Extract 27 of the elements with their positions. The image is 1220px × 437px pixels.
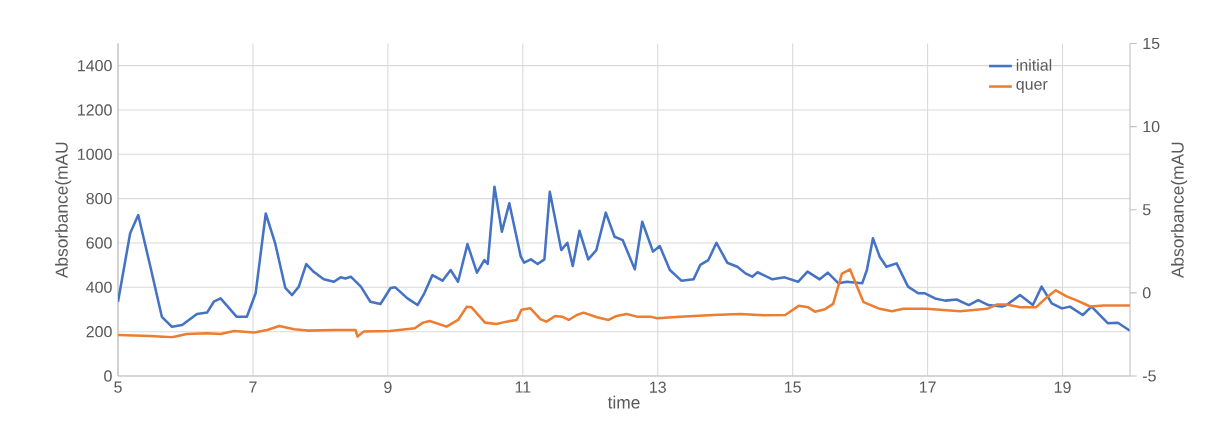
y-tick-label: 800 (86, 192, 112, 205)
x-tick-label: 9 (384, 381, 392, 393)
y-tick-label: 1400 (78, 59, 112, 72)
y-tick-label: 600 (86, 237, 112, 249)
y2-tick-label: 10 (1143, 120, 1160, 133)
x-tick-label: 5 (114, 381, 122, 393)
x-tick-label: 7 (249, 381, 257, 393)
x-tick-label: 13 (650, 381, 666, 393)
y-tick-label: 400 (86, 281, 112, 293)
legend-label: initial (1016, 59, 1052, 71)
y2-tick-label: 15 (1143, 37, 1160, 50)
y-axis-title: Absorbance(mAU (55, 142, 72, 279)
x-axis-title: time (607, 395, 640, 409)
line-series (118, 185, 1131, 333)
y2-axis-title: Absorbance(mAU (1171, 142, 1188, 279)
y2-tick-label: -5 (1142, 370, 1156, 382)
x-tick-label: 15 (784, 381, 801, 393)
x-tick-label: 17 (919, 381, 936, 393)
legend-label: quer (1016, 81, 1048, 93)
y-tick-label: 0 (104, 370, 112, 382)
y2-tick-label: 0 (1142, 287, 1151, 299)
y-tick-label: 200 (86, 326, 112, 338)
x-tick-label: 19 (1054, 381, 1071, 393)
y-tick-label: 1000 (78, 148, 112, 160)
x-tick-label: 11 (515, 381, 531, 393)
y-tick-label: 1200 (78, 104, 112, 116)
y2-tick-label: 5 (1142, 204, 1151, 216)
